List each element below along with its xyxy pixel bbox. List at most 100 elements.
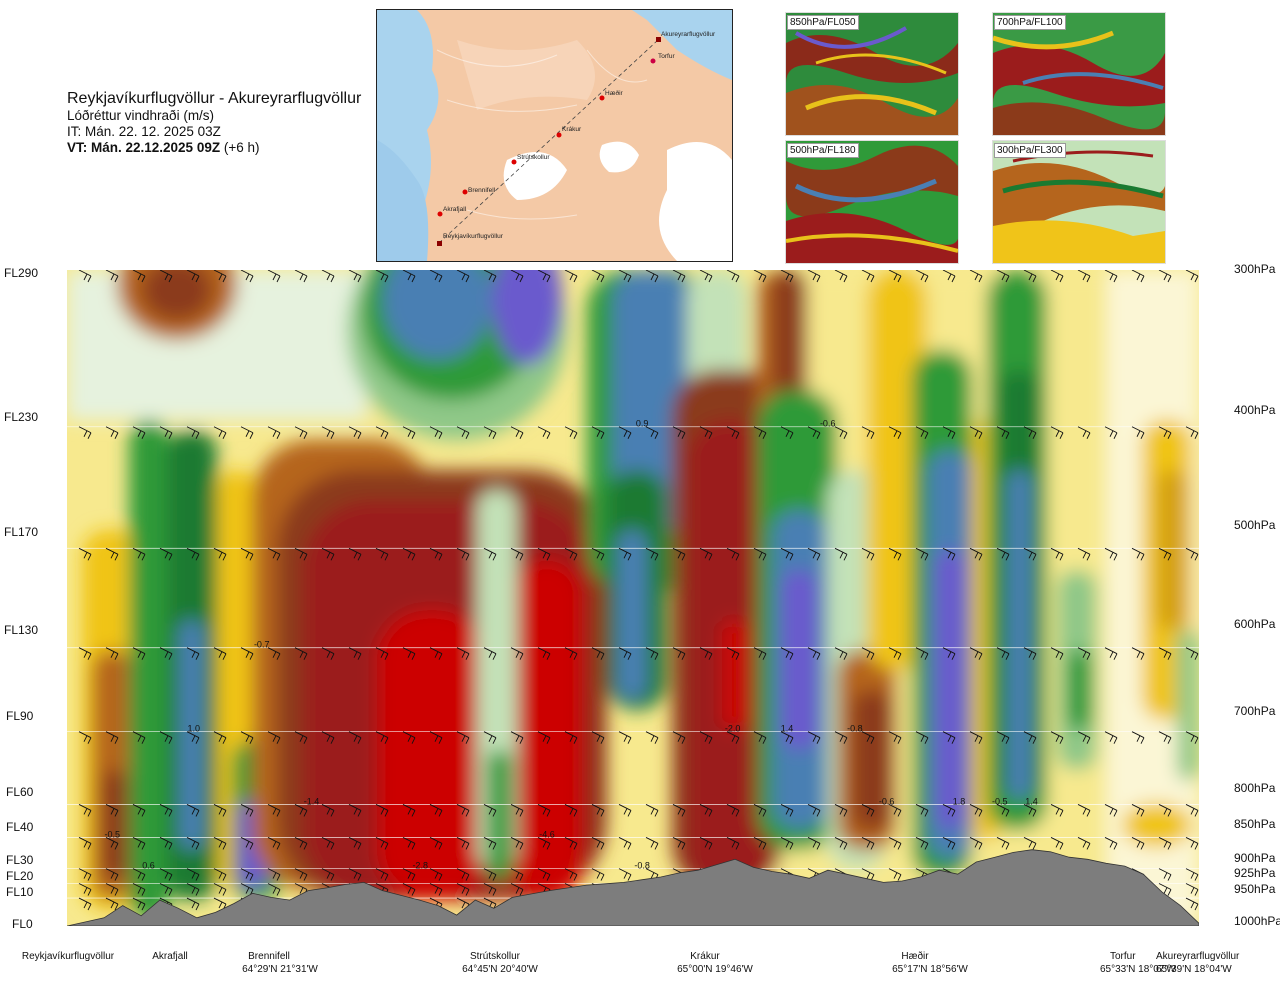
heatmap-field — [67, 270, 1199, 926]
thumbnail-700hpa[interactable]: 700hPa/FL100 — [992, 12, 1166, 136]
wind-barb — [213, 804, 227, 817]
wind-barb — [537, 804, 551, 817]
extremum-label: -0.8 — [847, 724, 863, 734]
location-label: Torfur 65°33'N 18°07'W — [1100, 950, 1176, 976]
wind-barb — [105, 731, 119, 744]
wind-barb — [348, 837, 362, 850]
thumbnail-500hpa[interactable]: 500hPa/FL180 — [785, 140, 959, 264]
wind-barb — [1185, 883, 1199, 896]
map-label-krakur: Krákur — [562, 126, 582, 133]
wind-barb — [591, 270, 605, 283]
fl-label: FL130 — [4, 623, 39, 637]
wind-barb — [618, 270, 632, 283]
cross-section-svg: -0.5 0.6 1.0 -0.7 -1.4 -2.8 -4.6 -0.8 0.9 -2.0 1.4… — [67, 270, 1199, 926]
extremum-label: -0.8 — [634, 861, 650, 871]
wind-barb — [807, 270, 821, 283]
extremum-label: 1.8 — [953, 796, 966, 806]
wind-barb — [348, 547, 362, 561]
wind-barb — [969, 270, 983, 283]
location-label: Krákur 65°00'N 19°46'W — [665, 950, 765, 976]
wind-barb — [1077, 731, 1091, 744]
location-label: Strútskollur 64°45'N 20°40'W — [450, 950, 550, 976]
waypoint-marker — [656, 37, 661, 42]
wind-barb — [213, 426, 227, 439]
wind-barb — [888, 837, 902, 850]
waypoint-marker — [599, 95, 605, 101]
wind-barb — [186, 547, 200, 561]
wind-barb — [942, 426, 956, 439]
wind-barb — [1158, 426, 1172, 439]
extremum-label: -0.5 — [992, 796, 1008, 806]
wind-barb — [1158, 547, 1172, 561]
wind-barb — [645, 731, 659, 744]
hpa-label: 700hPa — [1234, 704, 1276, 718]
wind-barb — [915, 804, 929, 817]
wind-barb — [888, 426, 902, 439]
wind-barb — [1104, 270, 1118, 283]
thumbnail-850hpa[interactable]: 850hPa/FL050 — [785, 12, 959, 136]
wind-barb — [564, 270, 578, 283]
thumbnail-label: 500hPa/FL180 — [787, 143, 859, 158]
wind-barb — [267, 270, 281, 283]
location-name: Brennifell — [248, 951, 290, 962]
location-coord: 65°17'N 18°56'W — [892, 964, 968, 975]
wind-barb — [834, 731, 848, 744]
wind-barb — [1131, 837, 1145, 850]
wind-barb — [510, 731, 524, 744]
wind-barb — [1023, 270, 1037, 283]
wind-barb — [942, 731, 956, 744]
wind-barb — [321, 868, 335, 881]
wind-barb — [726, 837, 740, 850]
wind-barb — [861, 270, 875, 283]
wind-barb — [456, 868, 470, 881]
fl-label: FL170 — [4, 525, 39, 539]
wind-barb — [1104, 426, 1118, 439]
waypoint-marker — [437, 241, 442, 246]
wind-barb — [618, 547, 632, 561]
wind-barb — [672, 837, 686, 850]
wind-barb — [1158, 883, 1172, 896]
wind-barb — [78, 897, 92, 911]
wind-barb — [240, 731, 254, 744]
wind-barb — [537, 837, 551, 850]
wind-barb — [969, 547, 983, 561]
wind-barb — [807, 426, 821, 439]
wind-barb — [1077, 837, 1091, 850]
wind-barb — [429, 837, 443, 850]
wind-barb — [618, 647, 632, 660]
wind-barb — [1185, 731, 1199, 744]
wind-barb — [888, 804, 902, 817]
wind-barb — [969, 731, 983, 744]
wind-barb — [861, 837, 875, 850]
wind-barb — [1023, 804, 1037, 817]
wind-barb — [861, 804, 875, 817]
wind-barb — [834, 426, 848, 439]
wind-barb — [186, 897, 200, 911]
wind-barb — [564, 868, 578, 881]
wind-barb — [915, 270, 929, 283]
wind-barb — [564, 426, 578, 439]
wind-barb — [996, 804, 1010, 817]
wind-barb — [159, 837, 173, 850]
wind-barb — [645, 426, 659, 439]
wind-barb — [888, 868, 902, 881]
wind-barb — [1077, 647, 1091, 660]
wind-barb — [726, 426, 740, 439]
route-title: Reykjavíkurflugvöllur - Akureyrarflugvöl… — [67, 90, 362, 107]
wind-barb — [105, 868, 119, 881]
wind-barb — [996, 647, 1010, 660]
thumbnail-300hpa[interactable]: 300hPa/FL300 — [992, 140, 1166, 264]
wind-barb — [294, 647, 308, 660]
wind-barb — [1050, 547, 1064, 561]
wind-barb — [321, 731, 335, 744]
wind-barb — [807, 837, 821, 850]
wind-barb — [1185, 837, 1199, 850]
waypoint-marker — [462, 189, 468, 195]
hpa-label: 925hPa — [1234, 866, 1276, 880]
wind-barb — [159, 647, 173, 660]
wind-barb — [942, 804, 956, 817]
wind-barb — [105, 837, 119, 850]
wind-barb — [78, 426, 92, 439]
wind-barb — [294, 837, 308, 850]
wind-barb — [510, 647, 524, 660]
